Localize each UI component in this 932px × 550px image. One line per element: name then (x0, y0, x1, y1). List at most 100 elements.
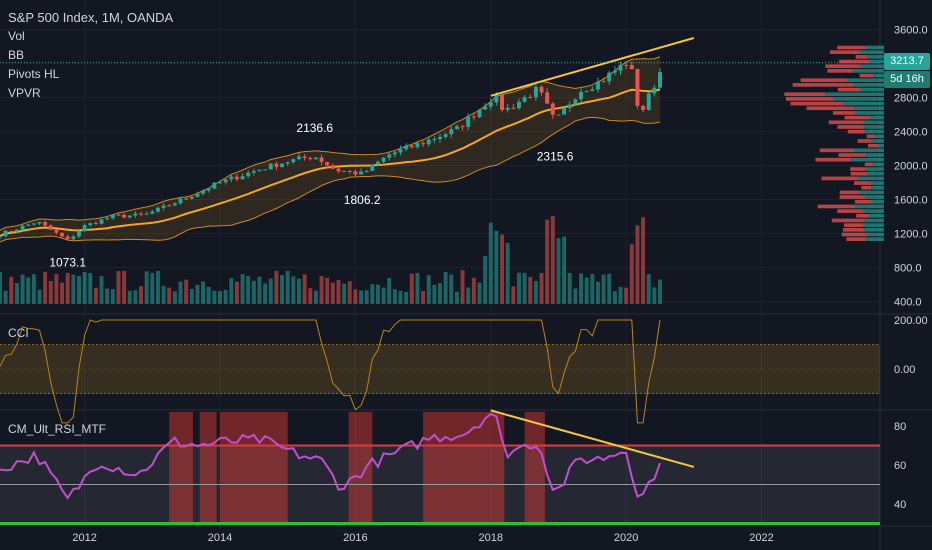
cci-pane-label[interactable]: CCI (8, 326, 29, 340)
rsi-pane-label[interactable]: CM_Ult_RSI_MTF (8, 422, 107, 436)
rsi-overbought-zone (199, 412, 217, 524)
candle-body (364, 170, 369, 172)
volume-bar (139, 286, 143, 304)
candle-body (0, 236, 2, 238)
candle (477, 108, 482, 119)
volume-bar (178, 281, 183, 304)
candle (82, 223, 87, 233)
indicator-vol-label[interactable]: Vol (8, 29, 25, 43)
indicator-bb-label[interactable]: BB (8, 48, 25, 62)
candle-body (280, 163, 285, 168)
candle (20, 224, 25, 232)
candle (302, 154, 307, 161)
volume-bar (562, 236, 567, 304)
time-tick-label: 2012 (72, 532, 96, 544)
volume-bar (336, 280, 341, 304)
candle-body (234, 176, 239, 180)
price-tick-label: 400.0 (894, 297, 922, 309)
candle (251, 168, 256, 176)
candle-body (144, 213, 149, 215)
volume-bar (54, 273, 59, 304)
candle (567, 101, 572, 113)
candle (65, 234, 70, 240)
candle (387, 151, 392, 161)
vpvr-bar-up (859, 50, 884, 54)
candle-body (274, 163, 279, 168)
candle (421, 140, 426, 147)
volume-bar (263, 283, 268, 304)
vpvr-bar-up (864, 129, 884, 134)
candle (584, 90, 589, 93)
candle (54, 229, 59, 235)
indicator-pivots-label[interactable]: Pivots HL (8, 67, 60, 81)
candle-body (359, 171, 363, 175)
candle-body (629, 65, 634, 70)
candle-body (567, 104, 572, 109)
candle (359, 168, 363, 175)
candle (291, 158, 296, 164)
volume-bar (291, 276, 296, 304)
volume-bar (505, 242, 510, 304)
volume-bar (206, 287, 211, 304)
vpvr-bar-down (841, 232, 869, 237)
volume-bar (398, 290, 403, 304)
candle-body (477, 109, 482, 118)
rsi-line (0, 412, 661, 500)
candle (415, 141, 420, 150)
candle-body (54, 229, 59, 233)
candle-body (443, 134, 448, 137)
volume-bar (421, 291, 426, 304)
volume-bar (404, 291, 409, 304)
volume-bar (105, 288, 110, 304)
candle-body (37, 221, 42, 224)
volume-bar (500, 234, 505, 304)
candle (658, 67, 662, 89)
indicator-vpvr-label[interactable]: VPVR (8, 86, 41, 100)
candle-body (330, 165, 335, 169)
price-trendline[interactable] (490, 37, 695, 97)
candle-body (624, 64, 629, 66)
price-pane[interactable]: 1073.1 2136.6 1806.2 2315.6 (0, 37, 880, 269)
candle (274, 161, 279, 171)
candle (449, 125, 454, 139)
vpvr-bar-up (864, 227, 884, 232)
vpvr-bar-down (828, 120, 864, 125)
candle (533, 82, 538, 102)
candle-body (370, 164, 375, 171)
vpvr-bar-up (865, 237, 884, 241)
candle-body (404, 145, 409, 150)
volume-bar (511, 286, 516, 304)
cci-pane[interactable] (0, 319, 880, 424)
candle (517, 98, 521, 111)
volume-bar (93, 287, 98, 304)
candle (212, 181, 217, 190)
vpvr-bar-down (866, 134, 875, 139)
candle (127, 215, 132, 219)
candle (60, 232, 65, 238)
candle-body (438, 136, 442, 140)
volume-bar (325, 277, 330, 304)
candle (370, 164, 375, 172)
time-tick-label: 2020 (614, 532, 638, 544)
vpvr-bar-down (837, 209, 864, 213)
candle-body (607, 72, 612, 82)
vpvr-bar-up (847, 78, 884, 83)
bb-upper-line (0, 56, 661, 231)
candle-body (612, 70, 617, 73)
candle-body (319, 157, 324, 163)
chart-title: S&P 500 Index, 1M, OANDA (8, 10, 174, 25)
candle-body (562, 108, 567, 115)
volume-bar (155, 270, 160, 304)
candle (139, 211, 143, 217)
candle (347, 170, 352, 174)
candle-body (189, 196, 194, 199)
candle-body (9, 230, 14, 232)
rsi-trendline[interactable] (490, 409, 695, 468)
candle (635, 68, 640, 109)
vpvr-bar-down (844, 223, 863, 227)
volume-bar (37, 289, 42, 304)
candle-body (99, 219, 104, 224)
rsi-pane[interactable] (0, 409, 880, 525)
vpvr-bar-up (855, 204, 884, 209)
